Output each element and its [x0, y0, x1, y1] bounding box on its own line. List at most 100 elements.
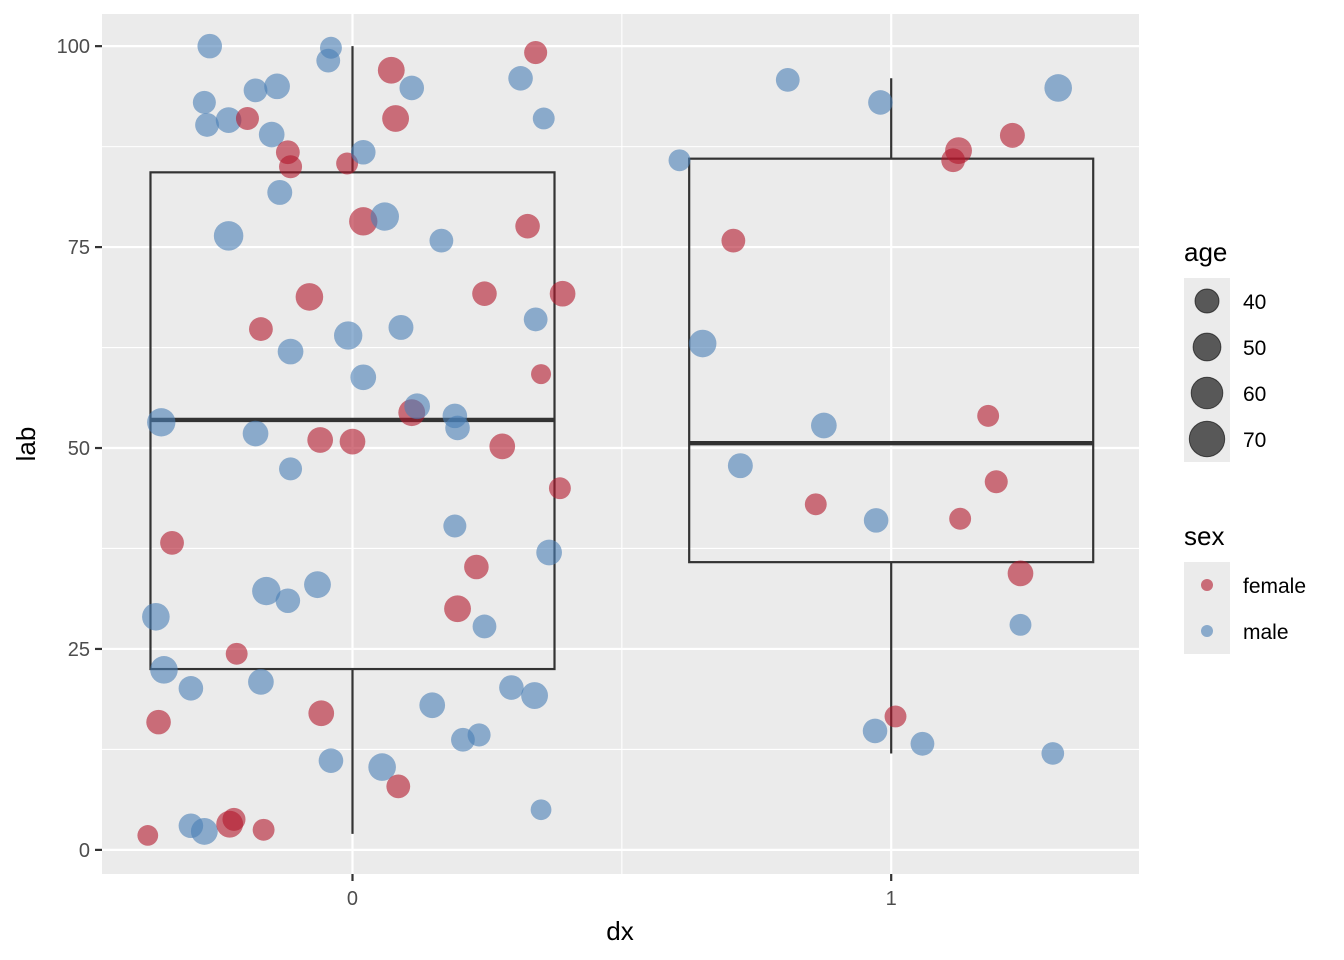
- data-points: [137, 33, 1072, 846]
- legend-age-label: 50: [1243, 337, 1266, 360]
- data-point-male: [267, 179, 293, 205]
- data-point-male: [499, 675, 524, 700]
- data-point-female: [386, 774, 411, 799]
- data-point-female: [1007, 560, 1034, 587]
- data-point-male: [215, 107, 242, 133]
- y-tick-label: 50: [68, 438, 90, 460]
- data-point-female: [464, 554, 489, 580]
- data-point-male: [1044, 74, 1072, 102]
- data-point-male: [443, 514, 467, 538]
- data-point-male: [213, 221, 244, 251]
- data-point-female: [977, 404, 1000, 427]
- data-point-male: [445, 415, 470, 441]
- data-point-male: [388, 314, 414, 340]
- legend: age 40 50 60 70 sex female male: [1184, 237, 1306, 654]
- data-point-female: [160, 530, 184, 555]
- y-tick-label: 25: [68, 639, 90, 661]
- data-point-male: [521, 682, 548, 709]
- data-point-male: [429, 228, 454, 253]
- legend-age-label: 40: [1243, 291, 1266, 314]
- data-point-female: [549, 280, 576, 307]
- data-point-male: [862, 718, 888, 744]
- data-point-male: [178, 676, 204, 701]
- data-point-female: [884, 705, 907, 728]
- x-tick-label: 1: [886, 888, 897, 910]
- data-point-female: [515, 213, 540, 239]
- data-point-female: [249, 317, 273, 341]
- legend-sex-key-male: [1201, 625, 1213, 637]
- data-point-male: [252, 576, 281, 606]
- data-point-female: [222, 807, 246, 831]
- data-point-male: [668, 149, 691, 172]
- legend-age-key: [1194, 288, 1220, 314]
- data-point-female: [524, 41, 548, 65]
- data-point-female: [339, 428, 366, 455]
- data-point-male: [472, 614, 497, 639]
- data-point-male: [350, 364, 377, 391]
- legend-age-label: 70: [1243, 429, 1266, 452]
- x-tick-label: 0: [347, 888, 358, 910]
- data-point-male: [264, 73, 290, 100]
- data-point-female: [999, 122, 1025, 148]
- data-point-male: [1041, 742, 1065, 765]
- data-point-male: [350, 139, 376, 165]
- data-point-male: [688, 329, 717, 358]
- data-point-male: [195, 113, 219, 137]
- data-point-female: [941, 148, 966, 173]
- data-point-male: [523, 307, 548, 332]
- legend-age-key: [1188, 420, 1226, 458]
- data-point-female: [472, 281, 497, 306]
- box: [688, 157, 1095, 564]
- data-point-male: [279, 457, 303, 481]
- data-point-male: [775, 68, 800, 92]
- data-point-male: [318, 748, 344, 773]
- data-point-male: [316, 48, 341, 73]
- data-point-male: [419, 692, 446, 719]
- data-point-male: [727, 453, 753, 479]
- data-point-male: [192, 90, 216, 114]
- data-point-female: [146, 709, 171, 735]
- data-point-male: [277, 338, 304, 365]
- data-point-male: [532, 107, 555, 130]
- legend-sex-key-female: [1201, 579, 1213, 591]
- y-tick-label: 75: [68, 237, 90, 259]
- data-point-female: [984, 470, 1008, 494]
- data-point-female: [308, 700, 335, 727]
- data-point-female: [349, 207, 378, 236]
- data-point-female: [382, 105, 410, 132]
- data-point-male: [275, 588, 301, 614]
- data-point-male: [1009, 613, 1032, 636]
- data-point-male: [910, 731, 935, 756]
- data-point-male: [304, 571, 331, 599]
- legend-age-label: 60: [1243, 383, 1266, 406]
- data-point-male: [242, 420, 269, 447]
- y-axis-title: lab: [11, 427, 41, 462]
- data-point-female: [531, 364, 552, 385]
- legend-age-key: [1190, 376, 1224, 410]
- data-point-male: [508, 66, 533, 91]
- legend-sex-label: male: [1243, 621, 1289, 644]
- data-point-male: [530, 799, 552, 821]
- data-point-male: [147, 408, 176, 437]
- legend-age-key: [1192, 332, 1222, 362]
- data-point-male: [399, 75, 425, 101]
- x-axis-title: dx: [606, 916, 633, 946]
- data-point-male: [334, 321, 363, 350]
- y-tick-label: 0: [79, 840, 90, 862]
- data-point-male: [370, 202, 399, 231]
- y-axis: 0 25 50 75 100: [57, 36, 102, 862]
- data-point-male: [536, 539, 562, 566]
- legend-sex-label: female: [1243, 575, 1306, 598]
- data-point-male: [197, 33, 223, 59]
- legend-sex-keys: female male: [1184, 562, 1306, 654]
- data-point-male: [142, 603, 170, 631]
- data-point-male: [868, 90, 893, 115]
- data-point-male: [467, 723, 491, 747]
- data-point-female: [721, 228, 746, 253]
- legend-age-title: age: [1184, 237, 1227, 267]
- data-point-male: [863, 508, 889, 533]
- data-point-male: [368, 753, 396, 781]
- data-point-female: [489, 433, 516, 460]
